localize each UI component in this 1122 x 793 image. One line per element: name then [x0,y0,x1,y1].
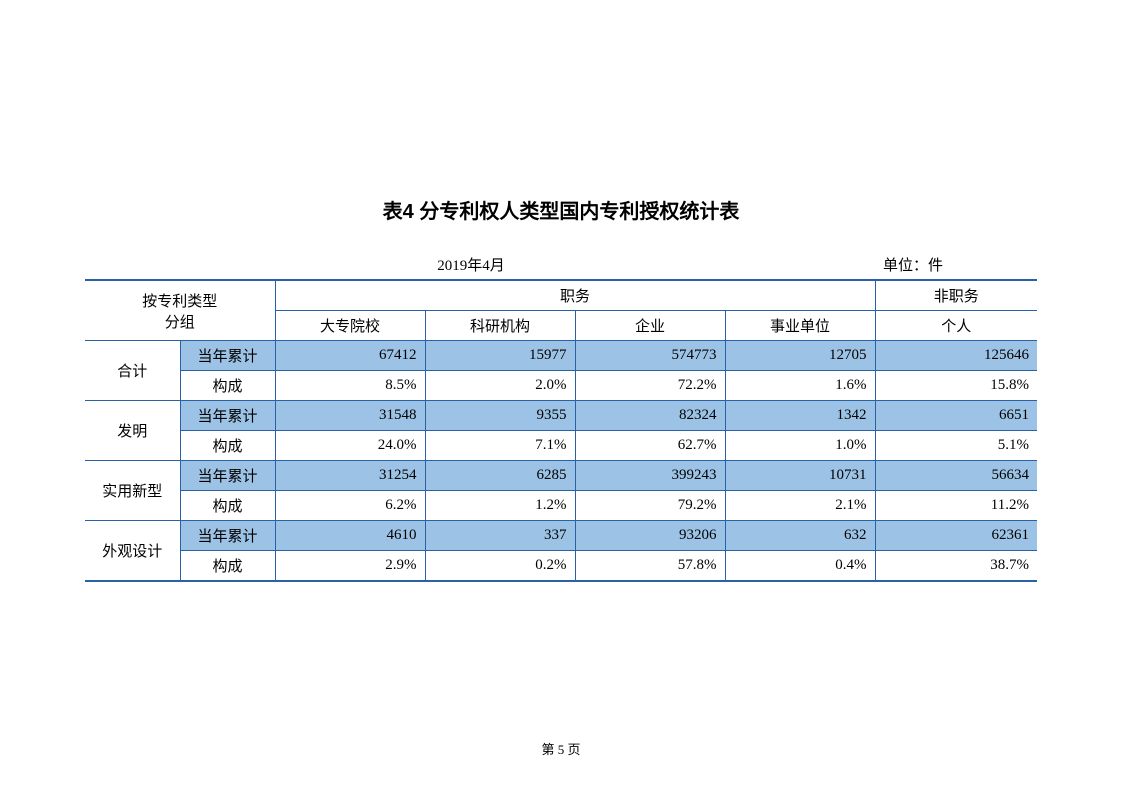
cell: 62.7% [575,431,725,461]
cell: 2.0% [425,371,575,401]
cell: 8.5% [275,371,425,401]
cell: 72.2% [575,371,725,401]
cell: 11.2% [875,491,1037,521]
cell: 82324 [575,401,725,431]
sub-cell: 构成 [180,431,275,461]
cell: 6651 [875,401,1037,431]
cell: 79.2% [575,491,725,521]
table-row: 构成 8.5% 2.0% 72.2% 1.6% 15.8% [85,371,1037,401]
cell: 0.2% [425,551,575,582]
cell: 24.0% [275,431,425,461]
page-title: 表4 分专利权人类型国内专利授权统计表 [85,195,1037,224]
hdr-group: 按专利类型 分组 [85,280,275,341]
cell: 1342 [725,401,875,431]
cell: 0.4% [725,551,875,582]
cell: 93206 [575,521,725,551]
cat-cell: 合计 [85,341,180,401]
cell: 6285 [425,461,575,491]
cell: 399243 [575,461,725,491]
cat-cell: 发明 [85,401,180,461]
cell: 7.1% [425,431,575,461]
cell: 1.0% [725,431,875,461]
hdr-c2: 科研机构 [425,311,575,341]
cell: 5.1% [875,431,1037,461]
cell: 4610 [275,521,425,551]
cell: 2.9% [275,551,425,582]
sub-cell: 当年累计 [180,401,275,431]
patent-table: 按专利类型 分组 职务 非职务 大专院校 科研机构 企业 事业单位 个人 合计 … [85,279,1037,582]
sub-cell: 构成 [180,551,275,582]
cell: 574773 [575,341,725,371]
cell: 6.2% [275,491,425,521]
cell: 67412 [275,341,425,371]
sub-cell: 当年累计 [180,341,275,371]
sub-cell: 当年累计 [180,521,275,551]
cell: 62361 [875,521,1037,551]
hdr-c1: 大专院校 [275,311,425,341]
sub-cell: 构成 [180,491,275,521]
cat-cell: 外观设计 [85,521,180,582]
cell: 10731 [725,461,875,491]
cell: 632 [725,521,875,551]
cell: 15.8% [875,371,1037,401]
cell: 56634 [875,461,1037,491]
meta-date: 2019年4月 [89,254,853,275]
cell: 337 [425,521,575,551]
sub-cell: 当年累计 [180,461,275,491]
hdr-c4: 事业单位 [725,311,875,341]
cell: 57.8% [575,551,725,582]
hdr-c3: 企业 [575,311,725,341]
cell: 125646 [875,341,1037,371]
hdr-duty: 职务 [275,280,875,311]
cell: 2.1% [725,491,875,521]
sub-cell: 构成 [180,371,275,401]
table-row: 构成 24.0% 7.1% 62.7% 1.0% 5.1% [85,431,1037,461]
cell: 38.7% [875,551,1037,582]
table-row: 实用新型 当年累计 31254 6285 399243 10731 56634 [85,461,1037,491]
hdr-c5: 个人 [875,311,1037,341]
cell: 12705 [725,341,875,371]
table-row: 构成 6.2% 1.2% 79.2% 2.1% 11.2% [85,491,1037,521]
table-row: 合计 当年累计 67412 15977 574773 12705 125646 [85,341,1037,371]
table-row: 外观设计 当年累计 4610 337 93206 632 62361 [85,521,1037,551]
cell: 1.6% [725,371,875,401]
page-content: 表4 分专利权人类型国内专利授权统计表 2019年4月 单位：件 按专利类型 分… [85,195,1037,582]
cell: 15977 [425,341,575,371]
table-body: 合计 当年累计 67412 15977 574773 12705 125646 … [85,341,1037,582]
table-row: 发明 当年累计 31548 9355 82324 1342 6651 [85,401,1037,431]
cat-cell: 实用新型 [85,461,180,521]
page-footer: 第 5 页 [0,739,1122,758]
cell: 31548 [275,401,425,431]
cell: 9355 [425,401,575,431]
table-row: 构成 2.9% 0.2% 57.8% 0.4% 38.7% [85,551,1037,582]
hdr-nonduty: 非职务 [875,280,1037,311]
meta-unit: 单位：件 [853,254,1033,275]
meta-row: 2019年4月 单位：件 [85,254,1037,275]
cell: 1.2% [425,491,575,521]
cell: 31254 [275,461,425,491]
